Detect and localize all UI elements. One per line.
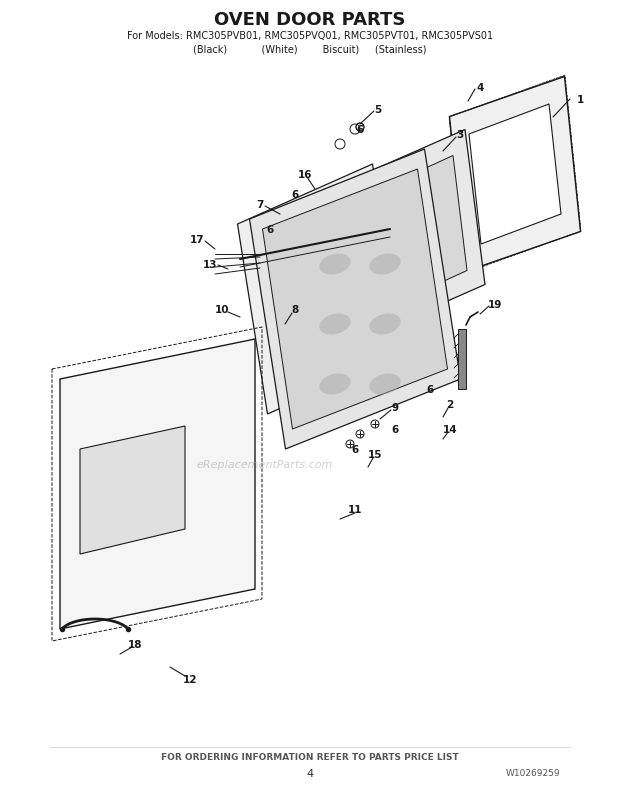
Text: (Black)           (White)        Biscuit)     (Stainless): (Black) (White) Biscuit) (Stainless) [193, 44, 427, 54]
Text: 7: 7 [256, 200, 264, 210]
Text: FOR ORDERING INFORMATION REFER TO PARTS PRICE LIST: FOR ORDERING INFORMATION REFER TO PARTS … [161, 752, 459, 762]
Text: 1: 1 [577, 95, 583, 105]
Polygon shape [80, 427, 185, 554]
Text: 2: 2 [446, 399, 454, 410]
Text: eReplacementParts.com: eReplacementParts.com [197, 460, 333, 469]
Ellipse shape [370, 314, 401, 335]
Text: 13: 13 [203, 260, 217, 269]
Text: 6: 6 [291, 190, 299, 200]
Text: 11: 11 [348, 504, 362, 514]
Text: 6: 6 [427, 384, 433, 395]
Text: 6: 6 [352, 444, 358, 455]
Text: 4: 4 [306, 768, 314, 778]
Ellipse shape [286, 325, 314, 344]
Ellipse shape [286, 270, 314, 289]
Text: 18: 18 [128, 639, 142, 649]
Text: 16: 16 [298, 170, 312, 180]
Text: 6: 6 [267, 225, 273, 235]
Text: 15: 15 [368, 449, 383, 460]
Text: For Models: RMC305PVB01, RMC305PVQ01, RMC305PVT01, RMC305PVS01: For Models: RMC305PVB01, RMC305PVQ01, RM… [127, 31, 493, 41]
Polygon shape [365, 131, 485, 329]
Text: 14: 14 [443, 424, 458, 435]
Text: 6: 6 [356, 125, 363, 135]
Ellipse shape [331, 325, 359, 344]
Ellipse shape [331, 270, 359, 289]
Text: 9: 9 [391, 403, 399, 412]
Polygon shape [383, 156, 467, 303]
Bar [458, 330, 466, 390]
Ellipse shape [319, 254, 351, 275]
Ellipse shape [370, 374, 401, 395]
Ellipse shape [286, 380, 314, 399]
Text: 3: 3 [456, 130, 464, 140]
Text: 5: 5 [374, 105, 382, 115]
Polygon shape [249, 150, 461, 449]
Ellipse shape [370, 254, 401, 275]
Text: 10: 10 [215, 305, 229, 314]
Text: 19: 19 [488, 300, 502, 310]
Polygon shape [469, 105, 561, 245]
Text: 8: 8 [291, 305, 299, 314]
Polygon shape [450, 78, 580, 272]
Ellipse shape [331, 380, 359, 399]
Text: W10269259: W10269259 [505, 768, 560, 777]
Ellipse shape [319, 374, 351, 395]
Polygon shape [60, 339, 255, 630]
Text: 12: 12 [183, 674, 197, 684]
Text: 6: 6 [391, 424, 399, 435]
Ellipse shape [319, 314, 351, 335]
Text: 4: 4 [476, 83, 484, 93]
Text: OVEN DOOR PARTS: OVEN DOOR PARTS [215, 11, 405, 29]
Text: 17: 17 [190, 235, 205, 245]
Polygon shape [237, 164, 402, 415]
Polygon shape [262, 170, 448, 429]
